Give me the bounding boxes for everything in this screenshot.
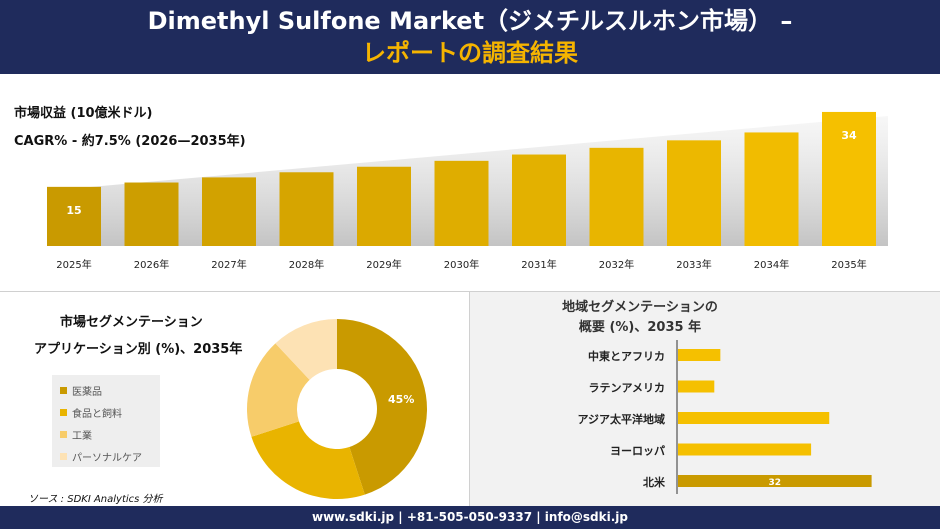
donut-slice	[247, 343, 310, 437]
revenue-bar	[47, 186, 101, 246]
year-tick-label: 2026年	[134, 258, 169, 271]
region-value-label: 32	[769, 478, 782, 488]
cagr-label: CAGR% - 約7.5% (2026—2035年)	[14, 134, 246, 149]
year-tick-label: 2029年	[366, 258, 401, 271]
legend-item: 食品と飼料	[60, 401, 160, 423]
application-legend: 医薬品食品と飼料工業パーソナルケア	[52, 375, 160, 467]
region-label: アジア太平洋地域	[577, 412, 665, 426]
region-bar	[678, 475, 872, 487]
legend-swatch	[60, 452, 67, 460]
year-tick-label: 2025年	[56, 258, 91, 271]
revenue-chart-title: 市場収益 (10億米ドル)	[14, 106, 153, 121]
donut-slice	[337, 319, 427, 495]
header-banner: Dimethyl Sulfone Market（ジメチルスルホン市場） – レポ…	[0, 0, 940, 74]
legend-label: 工業	[72, 430, 92, 442]
footer-contact: www.sdki.jp | +81-505-050-9337 | info@sd…	[0, 506, 940, 529]
revenue-bar	[744, 132, 799, 246]
year-tick-label: 2033年	[676, 258, 711, 271]
region-chart-title: 地域セグメンテーションの	[562, 300, 718, 315]
legend-item: 工業	[60, 423, 160, 445]
section-divider-horizontal	[0, 291, 940, 292]
revenue-bar	[667, 140, 721, 246]
legend-label: 食品と飼料	[72, 408, 122, 420]
region-panel-background	[470, 292, 940, 506]
region-label: 中東とアフリカ	[588, 349, 665, 363]
region-bar	[678, 380, 715, 393]
region-label: ヨーロッパ	[610, 445, 665, 458]
legend-label: 医薬品	[72, 386, 102, 398]
legend-item: 医薬品	[60, 379, 160, 401]
donut-slice-label: 45%	[388, 393, 414, 406]
legend-swatch	[60, 408, 67, 416]
year-tick-label: 2030年	[444, 258, 479, 271]
donut-slice	[275, 319, 337, 380]
section-divider-vertical	[469, 292, 470, 506]
revenue-bar	[822, 111, 876, 246]
application-donut-chart: 45%	[247, 319, 427, 499]
year-tick-label: 2031年	[521, 258, 556, 271]
legend-label: パーソナルケア	[72, 452, 142, 464]
revenue-bar	[124, 182, 179, 246]
revenue-bar	[202, 177, 256, 246]
revenue-bar	[512, 154, 566, 246]
bar-value-label: 34	[841, 129, 857, 142]
revenue-bar	[434, 160, 489, 246]
source-note: ソース : SDKI Analytics 分析	[28, 494, 163, 505]
revenue-bar	[279, 172, 334, 246]
donut-slice	[251, 421, 365, 499]
revenue-bar-chart: 2025年 15 2026年 2027年 2028年 2029年 2030年 2031年 203…	[47, 111, 888, 271]
region-label: 北米	[643, 475, 666, 489]
segmentation-subtitle: アプリケーション別 (%)、2035年	[34, 342, 243, 357]
region-bar	[678, 349, 721, 361]
legend-swatch	[60, 386, 67, 394]
region-chart-subtitle: 概要 (%)、2035 年	[578, 320, 702, 335]
year-tick-label: 2028年	[289, 258, 324, 271]
year-tick-label: 2035年	[831, 258, 866, 271]
revenue-bar	[589, 147, 644, 246]
region-bar	[678, 443, 812, 456]
region-label: ラテンアメリカ	[589, 382, 665, 395]
region-bar	[678, 412, 830, 424]
year-tick-label: 2027年	[211, 258, 246, 271]
legend-swatch	[60, 430, 67, 438]
report-subtitle: レポートの調査結果	[362, 39, 578, 67]
revenue-bar	[357, 166, 411, 246]
year-tick-label: 2034年	[754, 258, 789, 271]
bar-value-label: 15	[66, 204, 81, 217]
year-tick-label: 2032年	[599, 258, 634, 271]
report-title: Dimethyl Sulfone Market（ジメチルスルホン市場） –	[147, 7, 793, 35]
legend-item: パーソナルケア	[60, 445, 160, 467]
segmentation-title: 市場セグメンテーション	[60, 315, 203, 330]
